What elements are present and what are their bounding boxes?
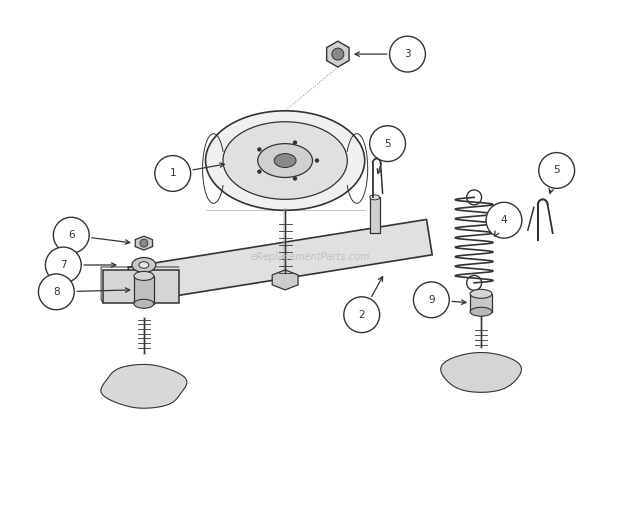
Text: 6: 6 (68, 230, 74, 240)
Ellipse shape (470, 289, 492, 298)
Circle shape (257, 147, 262, 152)
Text: 5: 5 (554, 165, 560, 175)
Text: 4: 4 (501, 215, 507, 225)
FancyBboxPatch shape (134, 276, 154, 304)
Ellipse shape (370, 195, 379, 200)
FancyBboxPatch shape (370, 197, 379, 233)
Circle shape (539, 153, 575, 188)
Circle shape (53, 217, 89, 253)
Ellipse shape (470, 307, 492, 316)
Polygon shape (103, 270, 179, 303)
Circle shape (155, 155, 190, 192)
Circle shape (389, 36, 425, 72)
Ellipse shape (206, 111, 365, 211)
Polygon shape (327, 41, 349, 67)
Polygon shape (441, 352, 521, 392)
FancyBboxPatch shape (470, 294, 492, 312)
Ellipse shape (223, 122, 347, 200)
Text: 3: 3 (404, 49, 411, 59)
Circle shape (140, 239, 148, 247)
Circle shape (332, 48, 344, 60)
Text: 9: 9 (428, 295, 435, 305)
Circle shape (414, 282, 450, 318)
Polygon shape (128, 219, 432, 302)
Text: 8: 8 (53, 287, 60, 297)
Text: 1: 1 (169, 169, 176, 178)
Circle shape (293, 140, 297, 145)
Ellipse shape (258, 144, 312, 177)
Polygon shape (135, 236, 153, 250)
Circle shape (45, 247, 81, 283)
Circle shape (370, 125, 405, 162)
Polygon shape (272, 270, 298, 290)
Ellipse shape (132, 258, 156, 272)
Text: eReplacementParts.com: eReplacementParts.com (250, 252, 370, 262)
Ellipse shape (139, 262, 149, 268)
Text: 5: 5 (384, 139, 391, 149)
Circle shape (293, 176, 297, 181)
Circle shape (344, 297, 379, 333)
Circle shape (486, 202, 522, 238)
Circle shape (315, 159, 319, 163)
Ellipse shape (134, 271, 154, 280)
Text: 2: 2 (358, 310, 365, 320)
Ellipse shape (134, 299, 154, 308)
Polygon shape (101, 364, 187, 408)
Circle shape (257, 170, 262, 174)
Ellipse shape (274, 154, 296, 167)
Circle shape (38, 274, 74, 310)
Text: 7: 7 (60, 260, 66, 270)
